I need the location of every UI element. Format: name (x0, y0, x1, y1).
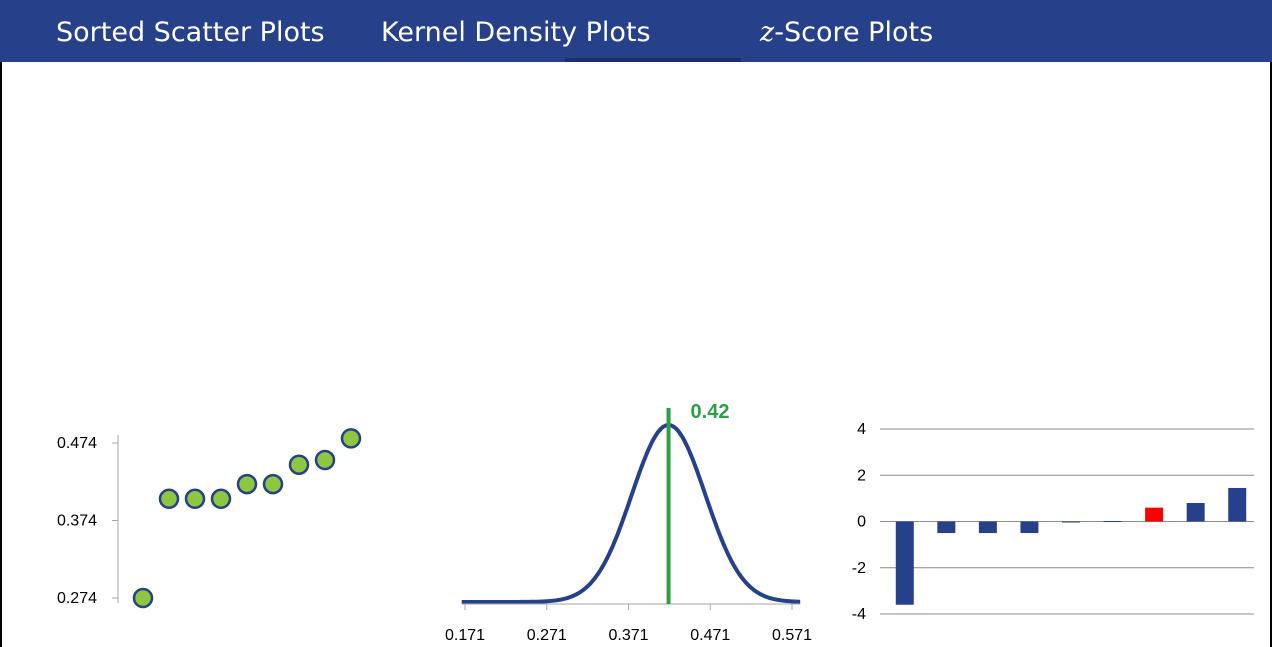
tab-label: Sorted Scatter Plots (56, 17, 325, 48)
z-bar (1020, 521, 1039, 534)
z-bar (1228, 487, 1247, 522)
kde-x-tick-label: 0.471 (690, 627, 730, 644)
scatter-point (314, 449, 336, 471)
density-curve (461, 423, 801, 604)
z-bar (1103, 521, 1122, 523)
scatter-point (236, 473, 258, 495)
tab-label-prefix: z (760, 17, 775, 48)
sorted-scatter-plot: 0.274 0.374 0.474 (57, 428, 362, 609)
z-bar (1186, 503, 1205, 522)
z-score-plot: 4 2 0 -2 -4 (852, 421, 1254, 623)
scatter-y-tick-label: 0.474 (57, 435, 97, 452)
kde-x-tick-label: 0.571 (772, 627, 812, 644)
scatter-point (210, 488, 232, 510)
scatter-y-tick-label: 0.274 (57, 590, 97, 607)
scatter-point (184, 488, 206, 510)
scatter-y-tick-label: 0.374 (57, 513, 97, 530)
z-bar (937, 521, 956, 534)
z-y-tick-label: -4 (852, 606, 866, 623)
kde-x-tick-label: 0.271 (527, 627, 567, 644)
z-y-tick-label: 2 (857, 467, 866, 484)
z-y-tick-label: 0 (857, 514, 866, 531)
scatter-point (158, 488, 180, 510)
z-bar-highlighted (1145, 507, 1164, 522)
z-y-tick-label: 4 (857, 421, 866, 438)
tab-sorted-scatter-plots[interactable]: Sorted Scatter Plots (56, 17, 325, 49)
z-y-tick-label: -2 (852, 560, 866, 577)
z-bar (1062, 521, 1080, 523)
scatter-point (132, 587, 154, 609)
tab-label: Kernel Density Plots (381, 17, 651, 48)
kernel-density-plot: 0.171 0.271 0.371 0.471 0.571 0.42 (445, 401, 812, 644)
tab-label: -Score Plots (774, 17, 934, 48)
scatter-point (288, 454, 310, 475)
scatter-point (340, 428, 362, 449)
z-bar (978, 521, 997, 534)
header-bar: Sorted Scatter Plots Kernel Density Plot… (0, 0, 1272, 62)
z-bar (895, 521, 914, 605)
active-tab-underline (565, 58, 741, 62)
tab-kernel-density-plots[interactable]: Kernel Density Plots (381, 17, 651, 49)
tab-z-score-plots[interactable]: z-Score Plots (760, 17, 933, 49)
scatter-point (262, 473, 284, 495)
value-marker-label: 0.42 (691, 401, 730, 423)
kde-x-tick-label: 0.371 (608, 627, 648, 644)
kde-x-tick-label: 0.171 (445, 627, 485, 644)
